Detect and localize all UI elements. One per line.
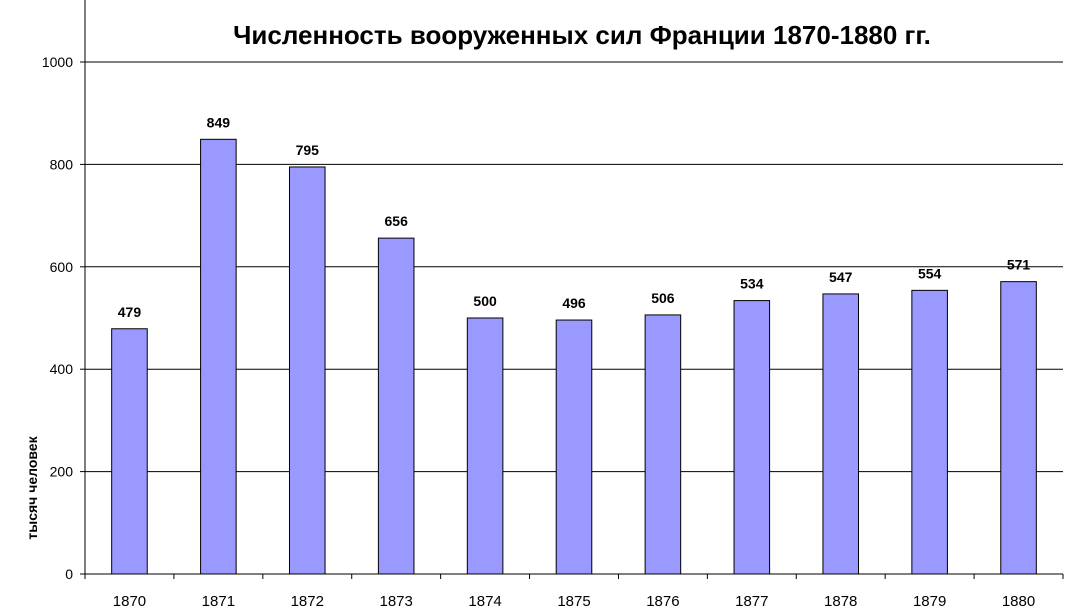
y-tick-label: 0	[65, 566, 73, 582]
x-tick-label: 1880	[1002, 593, 1035, 610]
grid-lines	[85, 61, 1063, 473]
x-tick-label: 1876	[646, 593, 679, 610]
data-label: 571	[1007, 257, 1031, 273]
x-tick-label: 1871	[202, 593, 235, 610]
data-label: 506	[651, 290, 675, 306]
bars	[111, 138, 1037, 575]
data-label: 500	[473, 293, 497, 309]
data-label: 496	[562, 295, 586, 311]
bar	[377, 237, 415, 575]
bar	[644, 314, 682, 575]
y-tick-label: 400	[50, 361, 74, 377]
x-tick-label: 1879	[913, 593, 946, 610]
bar	[911, 289, 948, 575]
data-label: 547	[829, 269, 853, 285]
bar	[466, 317, 504, 575]
bar	[1000, 281, 1037, 575]
data-label: 795	[296, 142, 320, 158]
axes	[80, 0, 1064, 579]
y-tick-label: 600	[50, 259, 74, 275]
bar	[733, 300, 771, 575]
bar	[111, 328, 148, 575]
labels: 0 200 400 600 800 1000 479 1870 849 1871 795 1872 65…	[42, 54, 1035, 610]
x-tick-label: 1875	[557, 593, 590, 610]
bar	[822, 293, 860, 575]
x-tick-label: 1873	[379, 593, 412, 610]
y-tick-label: 800	[50, 156, 74, 172]
y-tick-label: 1000	[42, 54, 73, 70]
bar	[200, 138, 237, 575]
x-tick-label: 1877	[735, 593, 768, 610]
data-label: 656	[385, 213, 409, 229]
chart-title: Численность вооруженных сил Франции 1870…	[233, 20, 931, 50]
data-label: 479	[118, 304, 142, 320]
x-tick-label: 1874	[468, 593, 501, 610]
x-tick-label: 1870	[113, 593, 146, 610]
bar	[288, 166, 326, 575]
y-tick-label: 200	[50, 464, 74, 480]
data-label: 849	[207, 114, 231, 130]
data-label: 534	[740, 276, 764, 292]
x-tick-label: 1878	[824, 593, 857, 610]
bar	[555, 319, 593, 575]
x-tick-label: 1872	[291, 593, 324, 610]
data-label: 554	[918, 265, 942, 281]
y-axis-label: тысяч человек	[24, 435, 40, 539]
